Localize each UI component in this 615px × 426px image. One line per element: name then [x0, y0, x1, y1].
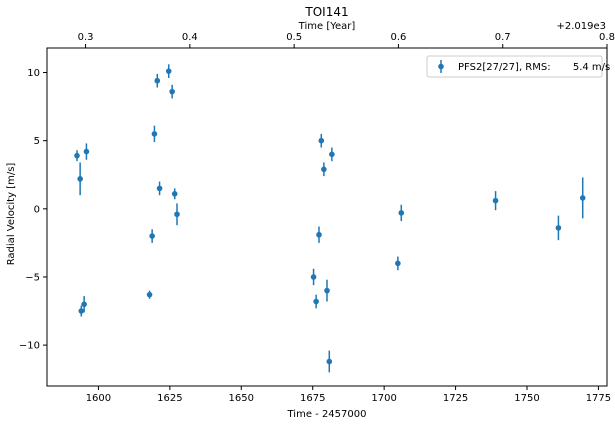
top-tick-label: 0.6 — [390, 32, 406, 43]
legend-box — [426, 55, 603, 78]
data-point — [151, 131, 158, 137]
y-axis-label: Radial Velocity [m/s] — [6, 163, 17, 266]
data-point — [74, 152, 80, 159]
x-tick-label: 1675 — [300, 393, 325, 404]
x-tick-label: 1625 — [157, 393, 182, 404]
data-point — [398, 210, 405, 216]
data-point — [555, 225, 562, 231]
x-tick-label: 1650 — [229, 393, 254, 404]
data-point — [329, 151, 335, 158]
data-point — [169, 88, 175, 95]
top-tick-label: 0.8 — [599, 32, 615, 43]
x-tick-label: 1750 — [514, 393, 539, 404]
data-point — [395, 260, 401, 267]
x-tick-label: 1775 — [586, 393, 611, 404]
data-point — [83, 148, 90, 155]
y-tick-label: 0 — [34, 204, 40, 215]
top-tick-label: 0.4 — [182, 32, 198, 43]
data-point — [310, 274, 317, 280]
y-tick-label: 5 — [34, 136, 40, 147]
top-axis-label: Time [Year] — [298, 21, 356, 32]
y-tick-label: −5 — [25, 272, 40, 283]
data-point — [146, 291, 153, 298]
plot-layer: 1600 1625 1650 1675 1700 1725 1750 1775 −10 −5 0 5 1… — [19, 32, 615, 404]
y-tick-label: 10 — [27, 68, 40, 79]
plot-frame — [46, 47, 608, 387]
top-tick-label: 0.3 — [78, 32, 94, 43]
data-point — [316, 231, 322, 238]
top-tick-label: 0.5 — [286, 32, 302, 43]
y-tick-label: −10 — [19, 341, 40, 352]
chart-title: TOI141 — [304, 5, 348, 19]
data-point — [154, 77, 161, 84]
data-point — [326, 358, 333, 365]
data-point — [313, 298, 319, 305]
data-point — [165, 68, 172, 74]
data-point — [81, 301, 87, 308]
data-point — [321, 166, 327, 173]
data-point — [77, 176, 83, 182]
data-point — [156, 185, 163, 192]
x-tick-label: 1600 — [86, 393, 111, 404]
data-point — [149, 233, 155, 239]
x-tick-label: 1700 — [371, 393, 396, 404]
data-point — [171, 191, 178, 197]
top-axis-offset-label: +2.019e3 — [556, 21, 606, 32]
data-point — [492, 197, 499, 204]
legend: PFS2[27/27], RMS: 5.4 m/s — [426, 55, 610, 78]
x-tick-label: 1725 — [443, 393, 468, 404]
data-point — [324, 287, 330, 294]
data-point — [318, 137, 325, 144]
data-point — [174, 211, 180, 218]
data-point — [579, 195, 586, 201]
data-point — [78, 308, 85, 314]
x-axis-label: Time - 2457000 — [287, 409, 367, 420]
legend-label: PFS2[27/27], RMS: 5.4 m/s — [458, 62, 610, 73]
legend-marker — [438, 60, 444, 73]
top-tick-label: 0.7 — [495, 32, 511, 43]
